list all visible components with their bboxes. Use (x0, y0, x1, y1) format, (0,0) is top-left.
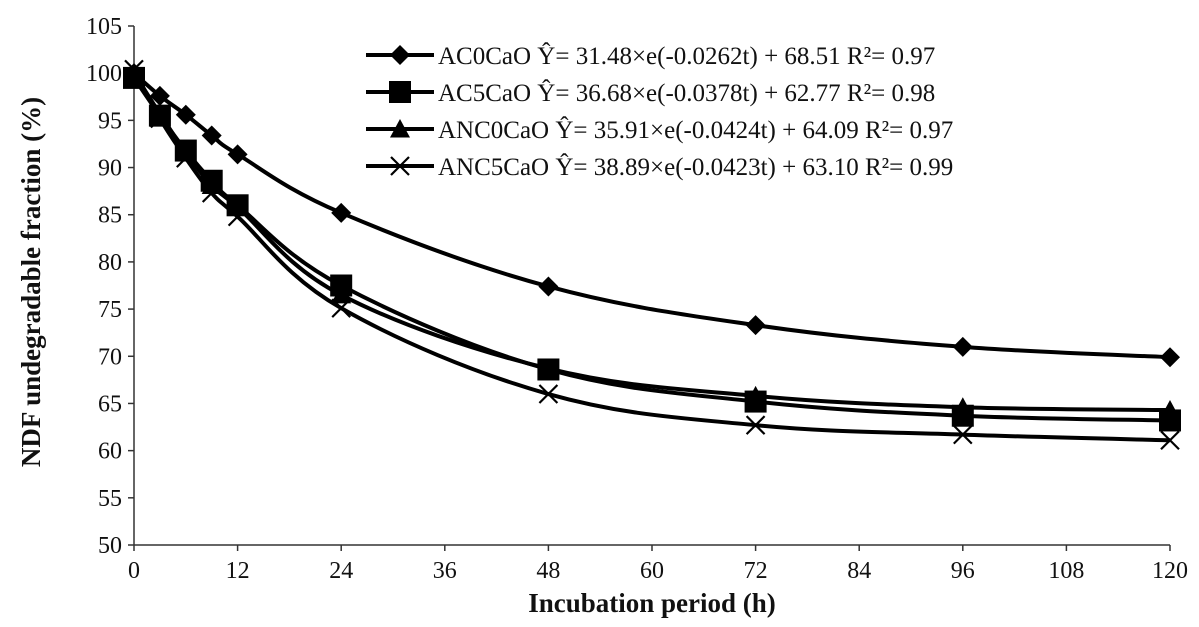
axes: 50 55 60 65 70 75 80 85 90 95 100 105 0 12 24 36 48 60 72 8… (86, 14, 1188, 584)
legend-marker (390, 156, 410, 176)
y-tick-label: 70 (98, 344, 122, 370)
data-point-ANC0CaO (1160, 400, 1180, 419)
x-tick-label: 24 (329, 558, 353, 584)
x-tick-label: 48 (536, 558, 560, 584)
y-tick-label: 95 (98, 108, 122, 134)
data-point-ANC5CaO (176, 148, 196, 168)
y-tick-label: 75 (98, 297, 122, 323)
series-AC0CaO (124, 63, 1180, 368)
x-tick-label: 96 (951, 558, 975, 584)
data-point-AC0CaO (175, 104, 196, 125)
y-tick-label: 55 (98, 486, 122, 512)
x-tick-label: 72 (744, 558, 768, 584)
data-point-AC0CaO (952, 336, 973, 357)
y-tick-label: 85 (98, 203, 122, 229)
data-point-ANC5CaO (150, 108, 170, 129)
data-point-ANC5CaO (124, 59, 144, 80)
legend-item-ANC0CaO: ANC0CaO Ŷ= 35.91×e(-0.0424t) + 64.09 R²=… (366, 116, 953, 144)
legend-item-AC0CaO: AC0CaO Ŷ= 31.48×e(-0.0262t) + 68.51 R²= … (366, 42, 935, 70)
series-ANC5CaO (124, 59, 1180, 451)
y-tick-label: 65 (98, 391, 122, 417)
data-point-AC0CaO (538, 276, 559, 297)
series-line-AC0CaO (132, 71, 1171, 360)
data-point-ANC0CaO (331, 284, 352, 304)
data-point-AC0CaO (201, 125, 222, 146)
x-tick-label: 120 (1152, 558, 1188, 584)
x-tick-label: 0 (128, 558, 140, 584)
data-point-ANC5CaO (331, 298, 351, 318)
legend-label: AC0CaO Ŷ= 31.48×e(-0.0262t) + 68.51 R²= … (438, 42, 935, 70)
x-axis-title: Incubation period (h) (528, 588, 776, 618)
legend-marker (390, 45, 410, 65)
x-tick-label: 60 (640, 558, 664, 584)
legend-label: AC5CaO Ŷ= 36.68×e(-0.0378t) + 62.77 R²= … (438, 79, 935, 107)
data-point-AC0CaO (1160, 347, 1180, 368)
y-tick-label: 60 (98, 439, 122, 465)
y-tick-label: 100 (86, 61, 122, 87)
data-point-AC0CaO (227, 144, 248, 165)
data-point-ANC5CaO (227, 206, 248, 227)
data-point-ANC5CaO (1160, 430, 1180, 451)
legend-item-ANC5CaO: ANC5CaO Ŷ= 38.89×e(-0.0423t) + 63.10 R²=… (366, 153, 953, 181)
x-tick-label: 84 (847, 558, 871, 584)
data-point-ANC0CaO (538, 358, 559, 378)
y-tick-label: 105 (86, 14, 122, 40)
y-tick-label: 90 (98, 156, 122, 182)
legend: AC0CaO Ŷ= 31.48×e(-0.0262t) + 68.51 R²= … (366, 42, 953, 181)
y-tick-label: 80 (98, 250, 122, 276)
x-tick-label: 12 (226, 558, 250, 584)
legend-label: ANC5CaO Ŷ= 38.89×e(-0.0423t) + 63.10 R²=… (438, 153, 953, 181)
legend-label: ANC0CaO Ŷ= 35.91×e(-0.0424t) + 64.09 R²=… (438, 116, 953, 144)
data-point-AC0CaO (745, 315, 766, 336)
data-point-ANC0CaO (149, 103, 170, 123)
series-group (123, 59, 1181, 451)
data-point-ANC5CaO (538, 384, 559, 404)
y-tick-label: 50 (98, 533, 122, 559)
data-point-ANC0CaO (952, 397, 973, 416)
x-tick-label: 36 (433, 558, 457, 584)
data-point-ANC5CaO (201, 183, 222, 203)
data-point-AC0CaO (149, 85, 170, 106)
data-point-AC0CaO (331, 202, 352, 223)
legend-marker (390, 119, 410, 138)
legend-item-AC5CaO: AC5CaO Ŷ= 36.68×e(-0.0378t) + 62.77 R²= … (366, 79, 935, 107)
legend-marker (389, 81, 411, 103)
data-point-ANC0CaO (175, 142, 196, 161)
data-point-ANC0CaO (745, 385, 766, 405)
data-point-ANC5CaO (745, 415, 766, 435)
data-point-ANC5CaO (953, 424, 973, 445)
y-axis-title: NDF undegradable fraction (%) (16, 97, 46, 467)
x-tick-label: 108 (1048, 558, 1084, 584)
